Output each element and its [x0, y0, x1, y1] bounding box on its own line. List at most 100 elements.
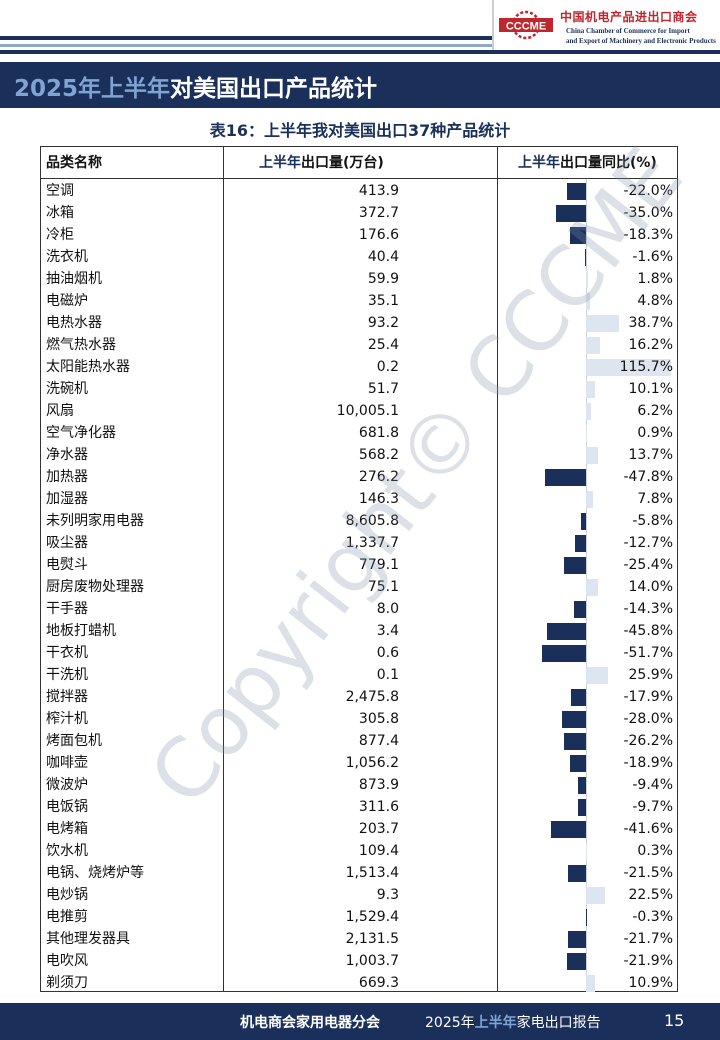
yoy-bar: [586, 271, 588, 288]
row-name: 搅拌器: [46, 689, 88, 705]
col-header-yoy-highlight: 上半年: [518, 155, 560, 171]
table-row: 电熨斗 779.1 -25.4%: [41, 554, 677, 576]
row-qty: 669.3: [358, 975, 399, 991]
table-row: 电磁炉 35.1 4.8%: [41, 290, 677, 312]
footer-report-post: 家电出口报告: [516, 1015, 601, 1031]
yoy-bar: [586, 315, 619, 332]
row-yoy: 22.5%: [628, 887, 673, 903]
row-yoy: -9.4%: [632, 777, 673, 793]
row-qty: 681.8: [358, 425, 399, 441]
table-row: 榨汁机 305.8 -28.0%: [41, 708, 677, 730]
table-row: 电推剪 1,529.4 -0.3%: [41, 906, 677, 928]
row-yoy: -21.7%: [623, 931, 673, 947]
table-row: 洗衣机 40.4 -1.6%: [41, 246, 677, 268]
row-yoy: -14.3%: [623, 601, 673, 617]
yoy-bar: [586, 667, 608, 684]
yoy-bar: [586, 579, 598, 596]
row-qty: 2,131.5: [345, 931, 399, 947]
yoy-bar: [562, 711, 586, 728]
row-name: 风扇: [46, 403, 74, 419]
row-name: 剃须刀: [46, 975, 88, 991]
row-name: 空气净化器: [46, 425, 116, 441]
row-qty: 8.0: [376, 601, 399, 617]
row-yoy: -25.4%: [623, 557, 673, 573]
row-qty: 2,475.8: [345, 689, 399, 705]
row-yoy: -45.8%: [623, 623, 673, 639]
row-yoy: -18.9%: [623, 755, 673, 771]
row-qty: 1,513.4: [345, 865, 399, 881]
row-yoy: 13.7%: [628, 447, 673, 463]
table-row: 未列明家用电器 8,605.8 -5.8%: [41, 510, 677, 532]
row-name: 洗碗机: [46, 381, 88, 397]
row-name: 干洗机: [46, 667, 88, 683]
col-header-qty-rest: 出口量(万台): [301, 155, 384, 171]
logo-abbr: CCCME: [506, 21, 546, 33]
table-row: 厨房废物处理器 75.1 14.0%: [41, 576, 677, 598]
row-qty: 305.8: [358, 711, 399, 727]
row-yoy: 10.1%: [628, 381, 673, 397]
row-yoy: 7.8%: [637, 491, 673, 507]
col-header-yoy: 上半年出口量同比(%): [518, 147, 657, 179]
row-qty: 146.3: [358, 491, 399, 507]
row-yoy: 0.3%: [637, 843, 673, 859]
row-qty: 109.4: [358, 843, 399, 859]
page-number: 15: [664, 1011, 685, 1030]
row-yoy: -26.2%: [623, 733, 673, 749]
row-qty: 0.1: [376, 667, 399, 683]
yoy-bar: [567, 865, 586, 882]
row-name: 吸尘器: [46, 535, 88, 551]
table-row: 净水器 568.2 13.7%: [41, 444, 677, 466]
header-decoration: [0, 0, 720, 58]
row-yoy: -1.6%: [632, 249, 673, 265]
footer-org: 机电商会家用电器分会: [240, 1015, 380, 1031]
row-qty: 59.9: [367, 271, 399, 287]
row-qty: 25.4: [367, 337, 399, 353]
table-row: 吸尘器 1,337.7 -12.7%: [41, 532, 677, 554]
row-name: 其他理发器具: [46, 931, 130, 947]
row-qty: 1,056.2: [345, 755, 399, 771]
row-yoy: 38.7%: [628, 315, 673, 331]
row-qty: 779.1: [358, 557, 399, 573]
col-header-qty: 上半年出口量(万台): [259, 147, 384, 179]
header-divider: [41, 178, 677, 179]
yoy-bar: [586, 337, 600, 354]
cccme-logo-icon: CCCME: [499, 10, 553, 40]
row-yoy: 25.9%: [628, 667, 673, 683]
row-yoy: 4.8%: [637, 293, 673, 309]
row-qty: 8,605.8: [345, 513, 399, 529]
table-row: 冰箱 372.7 -35.0%: [41, 202, 677, 224]
row-qty: 75.1: [367, 579, 399, 595]
row-name: 电炒锅: [46, 887, 88, 903]
row-name: 空调: [46, 183, 74, 199]
row-yoy: -21.5%: [623, 865, 673, 881]
row-qty: 1,337.7: [345, 535, 399, 551]
row-name: 洗衣机: [46, 249, 88, 265]
yoy-bar: [570, 227, 586, 244]
row-yoy: -9.7%: [632, 799, 673, 815]
row-yoy: -17.9%: [623, 689, 673, 705]
table-row: 搅拌器 2,475.8 -17.9%: [41, 686, 677, 708]
row-qty: 0.6: [376, 645, 399, 661]
row-name: 干衣机: [46, 645, 88, 661]
table-title: 表16：上半年我对美国出口37种产品统计: [209, 121, 511, 140]
table-row: 风扇 10,005.1 6.2%: [41, 400, 677, 422]
table-row: 电吹风 1,003.7 -21.9%: [41, 950, 677, 972]
yoy-bar: [545, 469, 586, 486]
row-qty: 176.6: [358, 227, 399, 243]
yoy-bar: [586, 425, 587, 442]
table-row: 太阳能热水器 0.2 115.7%: [41, 356, 677, 378]
row-qty: 93.2: [367, 315, 399, 331]
row-name: 电吹风: [46, 953, 88, 969]
yoy-bar: [556, 205, 586, 222]
row-yoy: -41.6%: [623, 821, 673, 837]
row-name: 电烤箱: [46, 821, 88, 837]
table-row: 其他理发器具 2,131.5 -21.7%: [41, 928, 677, 950]
yoy-bar: [563, 733, 586, 750]
row-yoy: -51.7%: [623, 645, 673, 661]
row-qty: 0.2: [376, 359, 399, 375]
row-name: 厨房废物处理器: [46, 579, 144, 595]
page-title: 2025年上半年对美国出口产品统计: [14, 69, 377, 103]
cccme-logo: CCCME 中国机电产品进出口商会 China Chamber of Comme…: [492, 0, 720, 50]
table-row: 加热器 276.2 -47.8%: [41, 466, 677, 488]
row-qty: 51.7: [367, 381, 399, 397]
